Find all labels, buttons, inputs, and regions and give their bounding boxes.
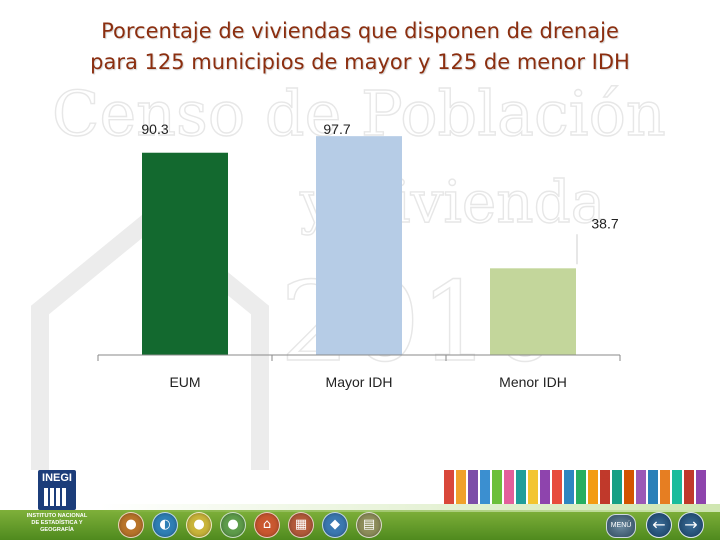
person-figure-icon [492,470,502,504]
page-title: Porcentaje de viviendas que disponen de … [20,16,700,78]
person-figure-icon [540,470,550,504]
person-figure-icon [660,470,670,504]
people-icon[interactable]: ● [118,512,144,538]
person-figure-icon [624,470,634,504]
document-icon[interactable]: ▤ [356,512,382,538]
person-figure-icon [600,470,610,504]
value-label: 90.3 [141,121,168,137]
logo-line-1: INSTITUTO NACIONAL [26,513,88,519]
category-label: EUM [169,374,200,390]
person-icon[interactable]: ● [220,512,246,538]
person-figure-icon [552,470,562,504]
family-icon[interactable]: ● [186,512,212,538]
value-label: 97.7 [323,121,350,137]
title-line-1: Porcentaje de viviendas que disponen de … [101,19,619,43]
next-slide-button[interactable]: → [678,512,704,538]
person-figure-icon [684,470,694,504]
inegi-logo-mark: INEGI [38,470,76,510]
section-nav-icons: ● ◐ ● ● ⌂ ▦ ◆ ▤ [118,510,388,540]
bar-chart: 90.3 97.7 38.7 EUM Mayor IDH Menor IDH [97,121,621,390]
building-icon[interactable]: ▦ [288,512,314,538]
category-label: Menor IDH [499,374,567,390]
person-figure-icon [576,470,586,504]
logo-line-2: DE ESTADÍSTICA Y GEOGRAFÍA [31,520,83,533]
map-icon[interactable]: ◆ [322,512,348,538]
person-figure-icon [696,470,706,504]
value-label: 38.7 [591,215,618,231]
previous-slide-button[interactable]: ← [646,512,672,538]
person-figure-icon [468,470,478,504]
category-label: Mayor IDH [326,374,393,390]
person-figure-icon [444,470,454,504]
menu-button[interactable]: MENÚ [606,514,636,538]
person-figure-icon [480,470,490,504]
person-figure-icon [588,470,598,504]
person-figure-icon [612,470,622,504]
person-figure-icon [516,470,526,504]
people-row-illustration [444,470,720,506]
person-figure-icon [648,470,658,504]
person-figure-icon [504,470,514,504]
title-line-2: para 125 municipios de mayor y 125 de me… [90,50,630,74]
logo-caption: INSTITUTO NACIONAL DE ESTADÍSTICA Y GEOG… [14,513,100,534]
globe-icon[interactable]: ◐ [152,512,178,538]
footer-band-highlight [100,504,720,512]
person-figure-icon [636,470,646,504]
logo-word: INEGI [42,472,72,484]
bar-mayor-idh [316,136,402,355]
bar-eum [142,152,228,355]
person-figure-icon [672,470,682,504]
footer: INEGI INSTITUTO NACIONAL DE ESTADÍSTICA … [0,460,720,540]
person-figure-icon [456,470,466,504]
inegi-logo: INEGI INSTITUTO NACIONAL DE ESTADÍSTICA … [10,468,102,538]
person-figure-icon [528,470,538,504]
house-icon[interactable]: ⌂ [254,512,280,538]
person-figure-icon [564,470,574,504]
bar-menor-idh [490,268,576,355]
